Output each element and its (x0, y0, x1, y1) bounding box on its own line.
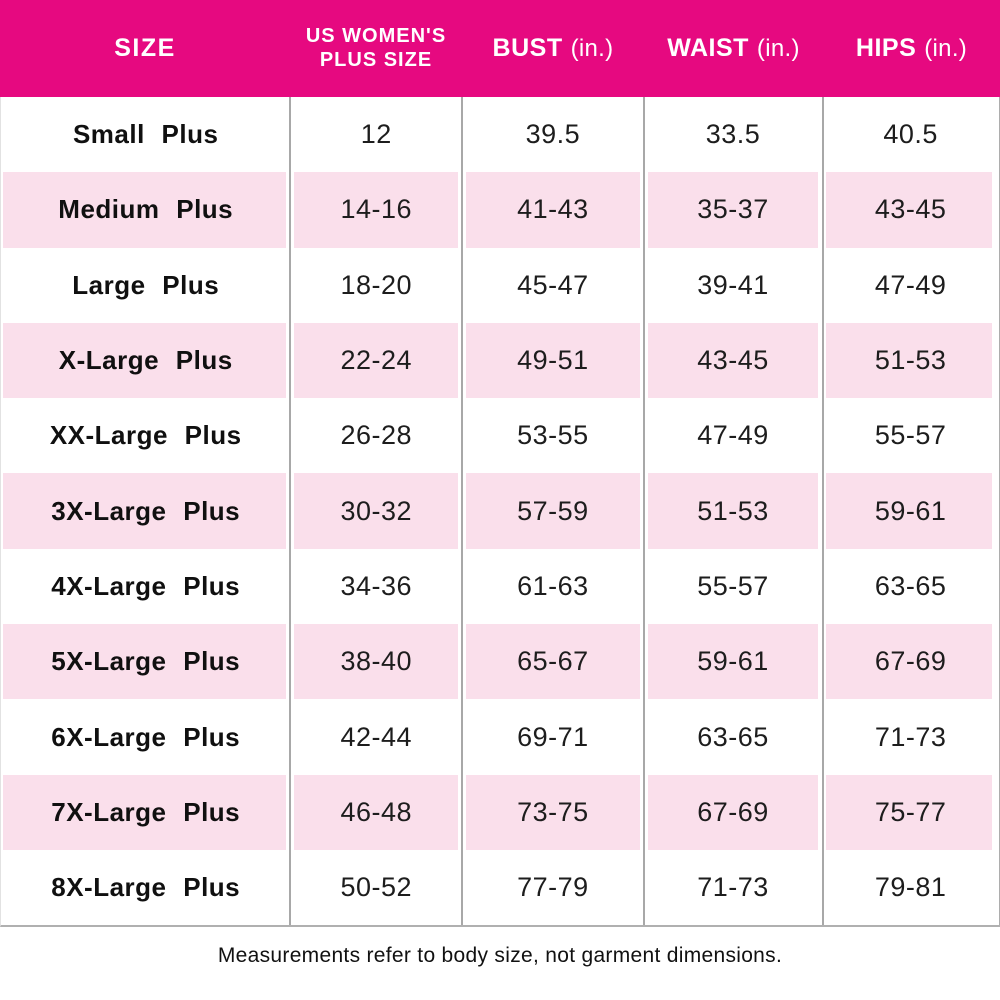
bust-cell: 49-51 (462, 322, 644, 399)
table-row: Medium Plus 14-16 41-43 35-37 43-45 (1, 172, 999, 248)
waist-cell: 47-49 (697, 420, 769, 451)
bust-cell: 69-71 (517, 721, 589, 752)
size-cell: 4X-Large Plus (51, 570, 241, 601)
us-plus-size-cell: 14-16 (290, 172, 463, 248)
size-cell: 7X-Large Plus (1, 774, 291, 850)
table-header-row: SIZE US WOMEN'S PLUS SIZE BUST (in.) WAI… (0, 0, 1000, 97)
waist-cell: 59-61 (643, 624, 823, 700)
table-row: Large Plus 18-20 45-47 39-41 47-49 (1, 247, 999, 323)
table-row: XX-Large Plus 26-28 53-55 47-49 55-57 (1, 398, 999, 474)
header-hips: HIPS (in.) (823, 0, 1000, 97)
table-row: 6X-Large Plus 42-44 69-71 63-65 71-73 (1, 699, 999, 775)
us-plus-size-cell: 26-28 (340, 420, 413, 451)
waist-cell: 67-69 (643, 774, 823, 850)
hips-cell: 67-69 (822, 624, 999, 700)
us-plus-size-cell: 30-32 (290, 473, 463, 549)
hips-cell: 55-57 (874, 420, 947, 451)
size-cell: Small Plus (72, 119, 219, 150)
header-us-plus-size-line1: US WOMEN'S (305, 24, 447, 47)
hips-cell: 51-53 (822, 322, 999, 399)
size-cell: 8X-Large Plus (51, 872, 241, 903)
hips-cell: 63-65 (874, 570, 947, 601)
bust-cell: 65-67 (462, 624, 644, 700)
waist-cell: 43-45 (643, 322, 823, 399)
header-waist-word: WAIST (667, 34, 749, 62)
hips-cell: 75-77 (822, 774, 999, 850)
header-waist: WAIST (in.) (644, 0, 823, 97)
hips-cell: 47-49 (874, 269, 947, 300)
us-plus-size-cell: 12 (360, 119, 392, 150)
hips-cell: 43-45 (822, 172, 999, 248)
us-plus-size-cell: 18-20 (340, 269, 413, 300)
header-us-plus-size: US WOMEN'S PLUS SIZE (290, 0, 462, 97)
us-plus-size-cell: 38-40 (290, 624, 463, 700)
table-row: Small Plus 12 39.5 33.5 40.5 (1, 97, 999, 173)
bust-cell: 61-63 (517, 570, 589, 601)
table-body: Small Plus 12 39.5 33.5 40.5 Medium Plus… (0, 97, 1000, 928)
waist-cell: 63-65 (697, 721, 769, 752)
size-cell: 6X-Large Plus (51, 721, 241, 752)
bust-cell: 73-75 (462, 774, 644, 850)
size-cell: Large Plus (72, 269, 220, 300)
hips-cell: 40.5 (883, 119, 938, 150)
bust-cell: 53-55 (517, 420, 589, 451)
hips-cell: 59-61 (822, 473, 999, 549)
table-row: X-Large Plus 22-24 49-51 43-45 51-53 (1, 322, 999, 399)
table-row: 4X-Large Plus 34-36 61-63 55-57 63-65 (1, 548, 999, 625)
us-plus-size-cell: 42-44 (340, 721, 413, 752)
bust-cell: 77-79 (517, 872, 589, 903)
header-waist-unit: (in.) (756, 34, 800, 62)
size-cell: Medium Plus (1, 172, 291, 248)
us-plus-size-cell: 34-36 (340, 570, 413, 601)
waist-cell: 35-37 (643, 172, 823, 248)
waist-cell: 51-53 (643, 473, 823, 549)
size-cell: XX-Large Plus (49, 420, 242, 451)
bust-cell: 57-59 (462, 473, 644, 549)
bust-cell: 45-47 (517, 269, 589, 300)
bust-cell: 41-43 (462, 172, 644, 248)
header-us-plus-size-line2: PLUS SIZE (319, 48, 433, 71)
us-plus-size-cell: 22-24 (290, 322, 463, 399)
header-hips-unit: (in.) (924, 34, 968, 62)
table-row: 5X-Large Plus 38-40 65-67 59-61 67-69 (1, 624, 999, 700)
size-cell: 5X-Large Plus (1, 624, 291, 700)
header-hips-word: HIPS (855, 34, 917, 62)
bust-cell: 39.5 (525, 119, 581, 150)
waist-cell: 39-41 (697, 269, 769, 300)
waist-cell: 33.5 (705, 119, 761, 150)
table-row: 3X-Large Plus 30-32 57-59 51-53 59-61 (1, 473, 999, 549)
waist-cell: 55-57 (697, 570, 769, 601)
header-bust-word: BUST (492, 34, 563, 62)
size-cell: 3X-Large Plus (1, 473, 291, 549)
table-row: 7X-Large Plus 46-48 73-75 67-69 75-77 (1, 774, 999, 850)
waist-cell: 71-73 (697, 872, 769, 903)
header-size: SIZE (114, 34, 176, 62)
footer-note: Measurements refer to body size, not gar… (217, 944, 783, 968)
header-bust: BUST (in.) (462, 0, 644, 97)
hips-cell: 79-81 (874, 872, 947, 903)
table-row: 8X-Large Plus 50-52 77-79 71-73 79-81 (1, 849, 999, 926)
hips-cell: 71-73 (874, 721, 947, 752)
size-cell: X-Large Plus (1, 322, 291, 399)
header-bust-unit: (in.) (570, 34, 614, 62)
us-plus-size-cell: 46-48 (290, 774, 463, 850)
us-plus-size-cell: 50-52 (340, 872, 413, 903)
